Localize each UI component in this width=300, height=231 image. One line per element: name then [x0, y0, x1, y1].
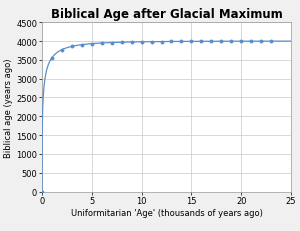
Title: Biblical Age after Glacial Maximum: Biblical Age after Glacial Maximum	[51, 8, 282, 21]
X-axis label: Uniformitarian 'Age' (thousands of years ago): Uniformitarian 'Age' (thousands of years…	[70, 208, 262, 217]
Y-axis label: Biblical age (years ago): Biblical age (years ago)	[4, 58, 13, 157]
